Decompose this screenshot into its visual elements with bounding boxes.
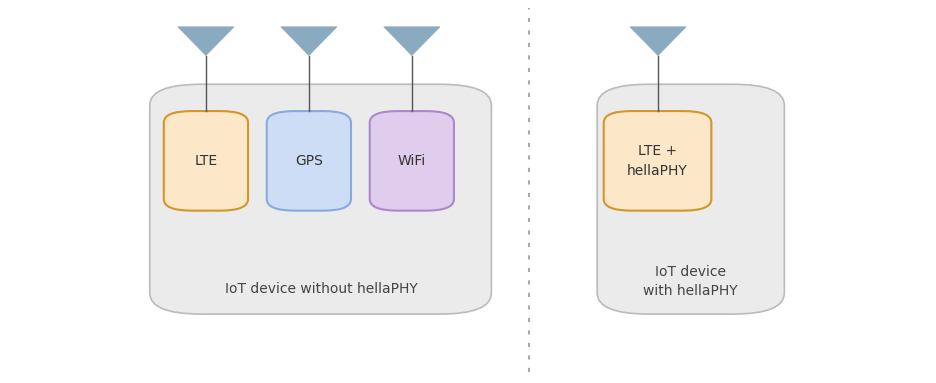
Text: IoT device
with hellaPHY: IoT device with hellaPHY <box>643 265 739 298</box>
Text: GPS: GPS <box>295 154 323 168</box>
FancyBboxPatch shape <box>150 84 491 314</box>
Polygon shape <box>281 27 337 56</box>
FancyBboxPatch shape <box>604 111 711 211</box>
Text: WiFi: WiFi <box>398 154 426 168</box>
FancyBboxPatch shape <box>267 111 351 211</box>
Polygon shape <box>178 27 234 56</box>
Text: IoT device without hellaPHY: IoT device without hellaPHY <box>225 282 417 296</box>
Polygon shape <box>384 27 440 56</box>
Text: LTE: LTE <box>195 154 217 168</box>
Polygon shape <box>630 27 686 56</box>
FancyBboxPatch shape <box>597 84 784 314</box>
Text: LTE +
hellaPHY: LTE + hellaPHY <box>627 144 688 178</box>
FancyBboxPatch shape <box>164 111 248 211</box>
FancyBboxPatch shape <box>370 111 454 211</box>
